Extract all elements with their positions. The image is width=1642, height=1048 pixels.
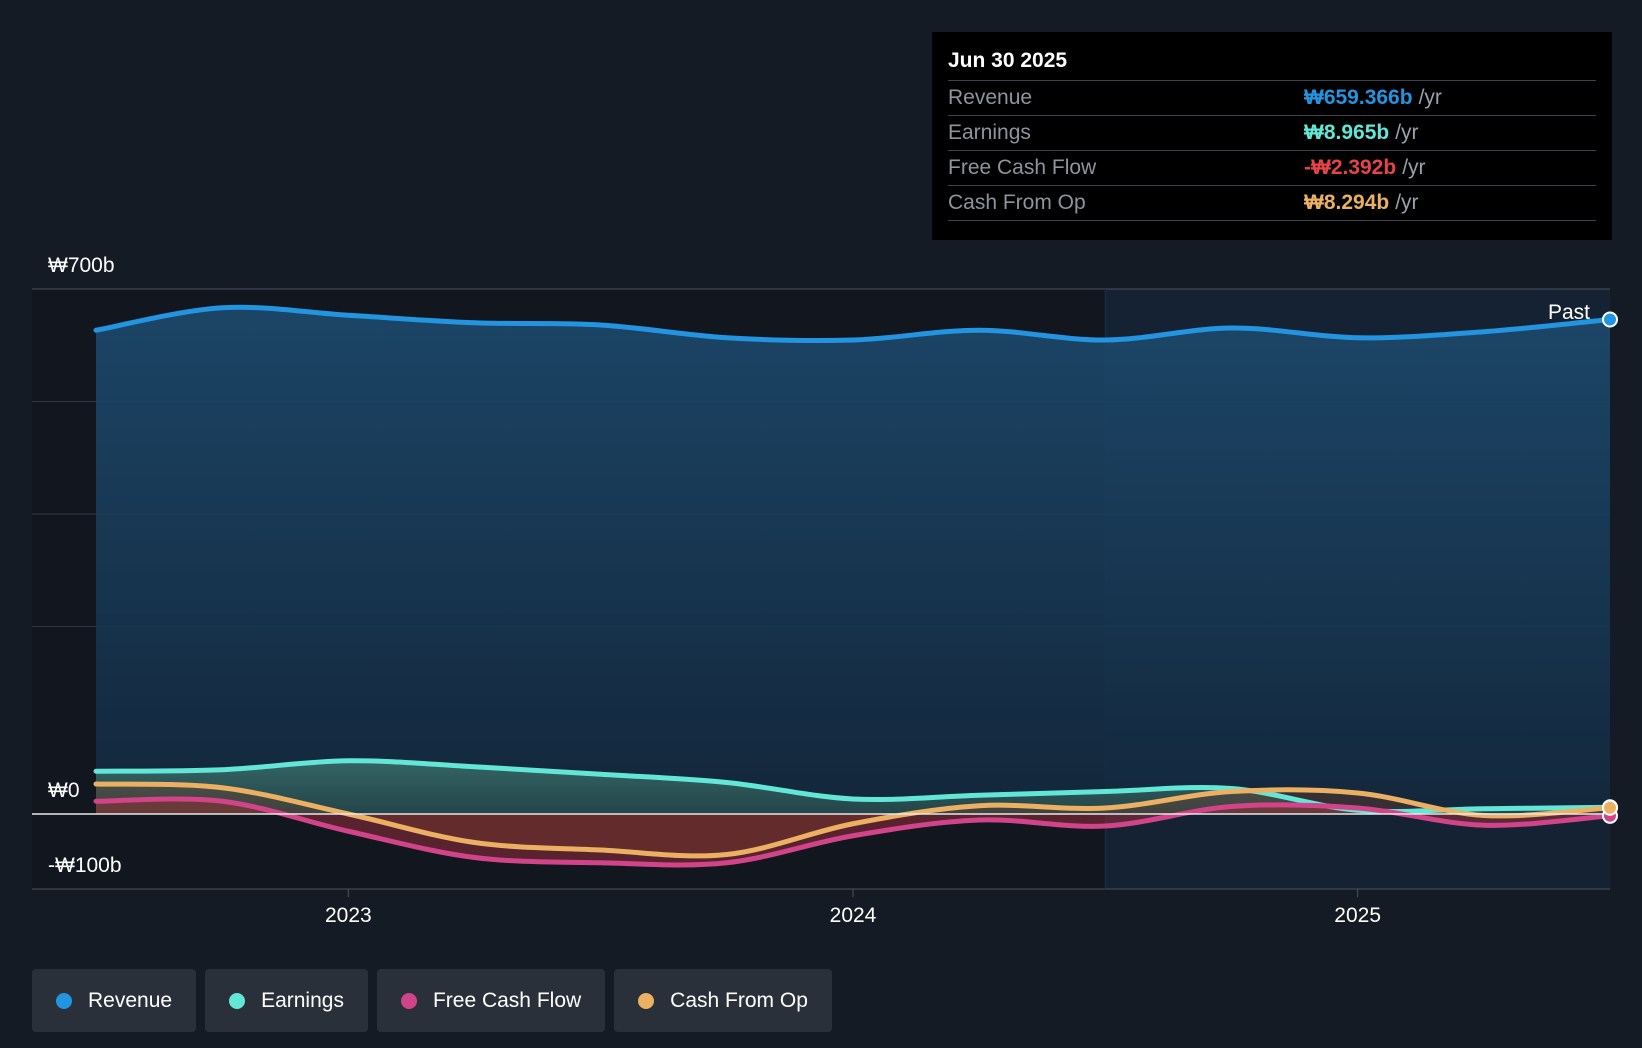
x-tick-label: 2023 (325, 904, 372, 927)
y-tick-label: ₩0 (48, 779, 80, 802)
legend-item-earnings[interactable]: Earnings (205, 969, 368, 1032)
cash-from-op-area (96, 784, 1610, 856)
legend-label: Revenue (88, 988, 173, 1012)
tooltip-label: Earnings (948, 121, 1031, 144)
revenue-area (96, 307, 1610, 814)
legend-item-free-cash-flow[interactable]: Free Cash Flow (376, 969, 606, 1032)
free-cash-flow-area (96, 799, 1610, 865)
legend-item-revenue[interactable]: Revenue (32, 969, 197, 1032)
tooltip-value: -₩2.392b (1304, 156, 1397, 179)
y-tick-label: -₩100b (48, 854, 122, 877)
tooltip-row-revenue: Revenue ₩659.366b /yr (948, 81, 1596, 116)
revenue-end-marker (1602, 311, 1618, 328)
tooltip-label: Cash From Op (948, 191, 1086, 214)
tooltip-unit: /yr (1395, 121, 1419, 144)
free-cash-flow-line (93, 796, 1613, 868)
legend-dot-icon (400, 992, 417, 1009)
tooltip-value: ₩8.294b (1304, 191, 1390, 214)
legend-dot-icon (229, 992, 246, 1009)
past-label: Past (1548, 301, 1590, 324)
legend-dot-icon (638, 992, 655, 1009)
legend-item-cash-from-op[interactable]: Cash From Op (614, 969, 832, 1032)
revenue-line (93, 304, 1613, 344)
tooltip-row-cash-from-op: Cash From Op ₩8.294b /yr (948, 186, 1596, 221)
tooltip-label: Revenue (948, 86, 1033, 109)
legend: Revenue Earnings Free Cash Flow Cash Fro… (32, 969, 832, 1032)
tooltip-date: Jun 30 2025 (948, 46, 1596, 81)
legend-label: Earnings (261, 988, 344, 1012)
tooltip-unit: /yr (1395, 191, 1419, 214)
tooltip-value: ₩659.366b (1304, 86, 1413, 109)
cash-from-op-end-marker (1602, 799, 1618, 816)
tooltip-unit: /yr (1418, 86, 1442, 109)
y-tick-label: ₩700b (48, 254, 115, 277)
tooltip-panel: Jun 30 2025 Revenue ₩659.366b /yr Earnin… (932, 32, 1612, 240)
tooltip-label: Free Cash Flow (948, 156, 1097, 179)
earnings-area (96, 760, 1610, 814)
legend-dot-icon (56, 992, 72, 1009)
legend-label: Cash From Op (670, 988, 808, 1012)
legend-label: Free Cash Flow (432, 988, 582, 1012)
x-tick-label: 2024 (830, 904, 877, 927)
tooltip-value: ₩8.965b (1304, 121, 1390, 144)
tooltip-unit: /yr (1402, 156, 1426, 179)
x-tick-label: 2025 (1334, 904, 1381, 927)
tooltip-row-free-cash-flow: Free Cash Flow -₩2.392b /yr (948, 151, 1596, 186)
tooltip-row-earnings: Earnings ₩8.965b /yr (948, 116, 1596, 151)
